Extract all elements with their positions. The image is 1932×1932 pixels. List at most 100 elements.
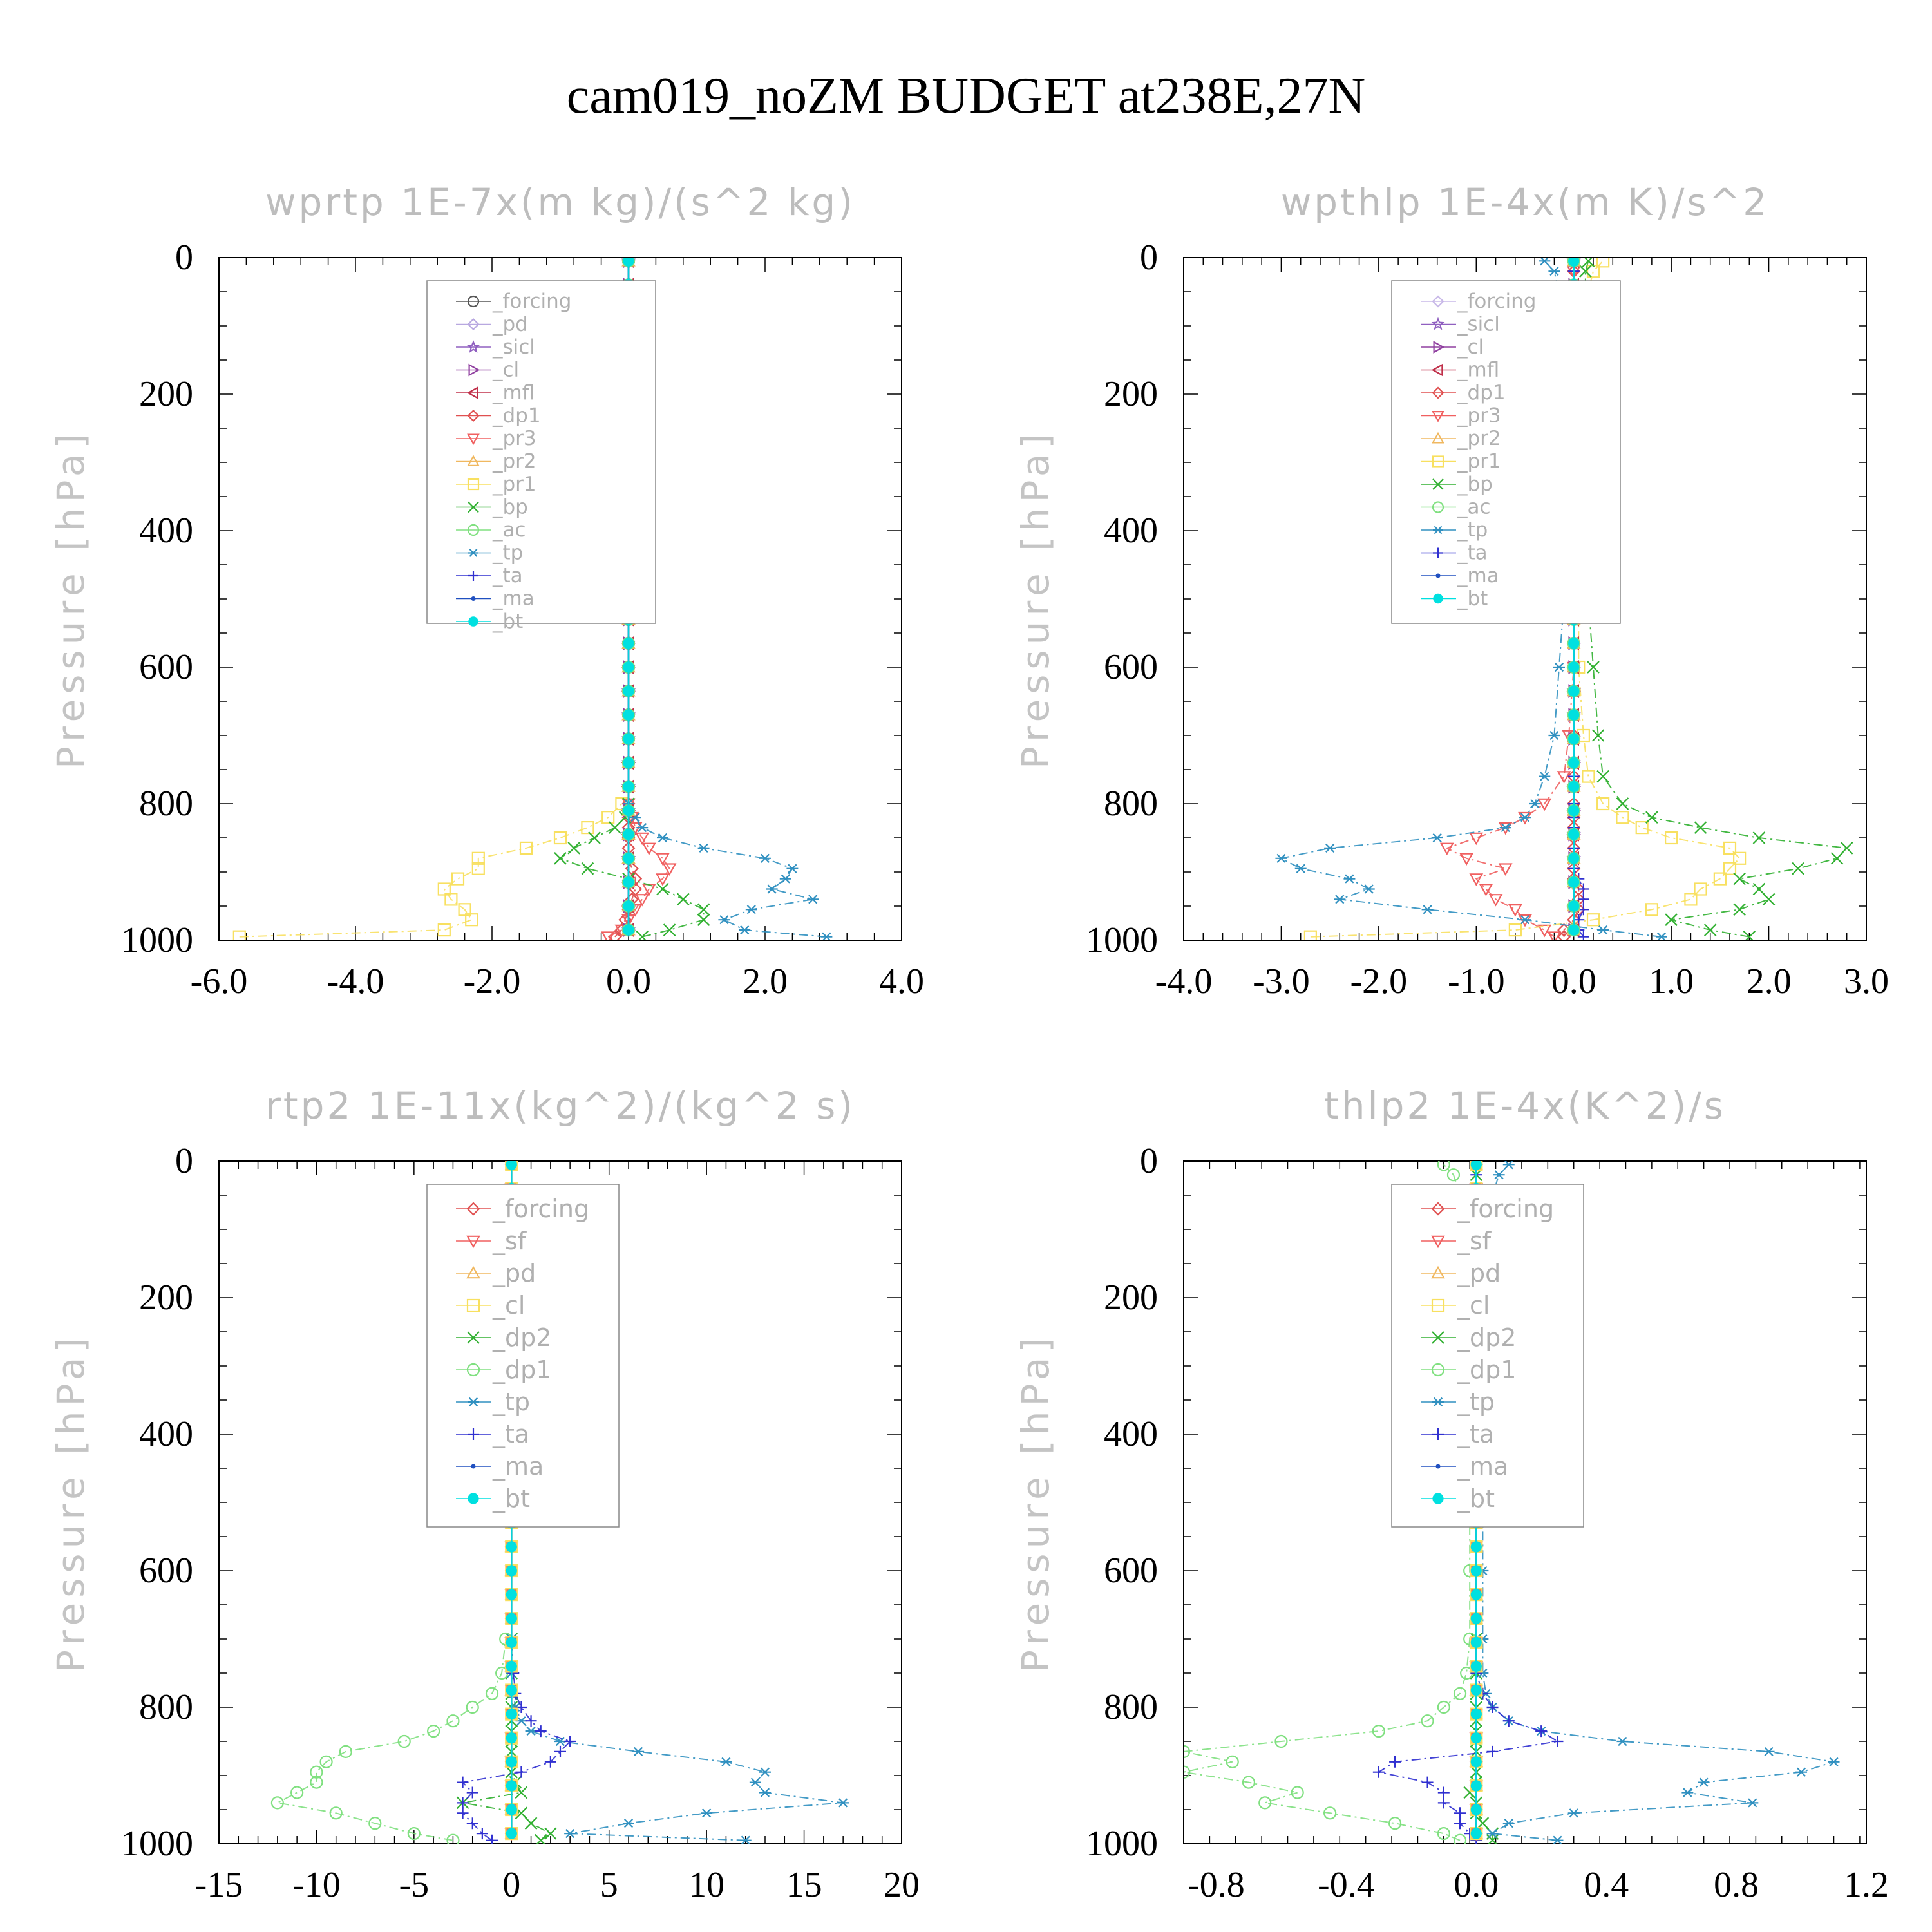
- data-point: [1470, 1732, 1482, 1744]
- x-tick-label: 0.8: [1714, 1865, 1759, 1905]
- data-point: [506, 1613, 517, 1624]
- data-point: [427, 1725, 440, 1738]
- legend-label: _dp2: [1457, 1323, 1516, 1352]
- series-line: [239, 803, 623, 938]
- y-axis-label: Pressure [hPa]: [49, 429, 93, 769]
- data-point: [656, 873, 670, 886]
- data-point: [697, 843, 710, 853]
- data-point: [1577, 893, 1589, 905]
- data-point: [1421, 905, 1434, 914]
- data-point: [636, 823, 649, 833]
- series-line: [1582, 261, 1848, 938]
- data-point: [506, 1756, 517, 1768]
- legend-label: _cl: [1457, 336, 1484, 359]
- data-point: [1694, 882, 1707, 896]
- x-tick-label: -2.0: [464, 961, 521, 1001]
- legend-item_tp: _tp: [1421, 1388, 1495, 1416]
- y-tick-label: 1000: [1086, 920, 1158, 960]
- data-point: [544, 1827, 557, 1840]
- y-tick-label: 600: [139, 1551, 193, 1591]
- data-point: [807, 895, 819, 904]
- data-point: [1389, 1756, 1401, 1768]
- legend-label: _dp1: [492, 1356, 551, 1384]
- data-point: [310, 1776, 323, 1789]
- data-point: [1258, 1796, 1272, 1810]
- legend-marker: [1433, 593, 1443, 604]
- legend-marker: [466, 340, 480, 353]
- data-point: [1470, 1828, 1482, 1839]
- legend-marker: [467, 317, 480, 331]
- legend-item_tp: _tp: [1421, 518, 1488, 542]
- data-point: [623, 876, 634, 888]
- x-tick-label: 4.0: [879, 961, 924, 1001]
- legend-marker: [1432, 431, 1444, 444]
- legend-item_dp2: _dp2: [456, 1323, 551, 1352]
- data-point: [1568, 733, 1580, 744]
- data-point: [1582, 770, 1595, 783]
- data-point: [1551, 1835, 1564, 1844]
- legend-item_forcing: _forcing: [456, 1195, 589, 1223]
- data-point: [1439, 842, 1454, 856]
- legend-marker: [466, 1265, 480, 1279]
- data-point: [1274, 1734, 1288, 1748]
- legend-item_forcing: _forcing: [1421, 1195, 1554, 1223]
- data-point: [1226, 1755, 1239, 1768]
- data-point: [1499, 823, 1511, 833]
- data-point: [310, 1765, 323, 1779]
- legend-item_ta: _ta: [456, 1420, 529, 1448]
- data-point: [506, 1636, 517, 1648]
- legend-marker: [466, 1363, 480, 1377]
- data-point: [1568, 709, 1580, 721]
- data-point: [1752, 831, 1766, 844]
- data-point: [535, 1725, 547, 1738]
- y-axis-label: Pressure [hPa]: [49, 1332, 93, 1672]
- data-point: [1547, 931, 1562, 940]
- legend-label: _pr1: [1457, 450, 1501, 473]
- data-point: [1840, 842, 1853, 855]
- data-point: [1698, 1777, 1710, 1787]
- data-point: [457, 1807, 469, 1819]
- data-point: [697, 903, 710, 916]
- legend-label: _ta: [1457, 542, 1488, 565]
- x-tick-label: 2.0: [743, 961, 788, 1001]
- data-point: [1421, 1776, 1434, 1788]
- data-point: [581, 862, 594, 875]
- legend-label: _forcing: [492, 1195, 589, 1223]
- legend-marker: [1432, 455, 1444, 468]
- y-tick-label: 800: [139, 784, 193, 824]
- series-line: [275, 1638, 507, 1841]
- legend-marker: [1432, 1428, 1444, 1440]
- data-point: [1616, 797, 1629, 810]
- data-point: [1752, 882, 1766, 896]
- x-tick-label: -1.0: [1448, 961, 1505, 1001]
- data-point: [270, 1796, 284, 1810]
- data-point: [319, 1755, 333, 1768]
- legend-item_dp1: _dp1: [1421, 381, 1506, 404]
- data-point: [1539, 772, 1551, 781]
- panel-title: thlp2 1E-4x(K^2)/s: [1324, 1084, 1726, 1128]
- legend-marker: [1432, 410, 1444, 422]
- data-point: [1470, 1684, 1482, 1696]
- data-point: [1334, 895, 1346, 904]
- data-point: [339, 1745, 352, 1758]
- panel-wprtp: wprtp 1E-7x(m kg)/(s^2 kg) Pressure [hPa]…: [49, 180, 924, 1001]
- data-point: [1537, 924, 1552, 938]
- data-point: [506, 1732, 517, 1744]
- data-point: [1470, 1756, 1482, 1768]
- legend: _forcing _sf _pd _cl _dp2 _dp1 _tp _ta _ma _bt: [426, 1184, 620, 1528]
- legend-marker: [468, 1493, 479, 1504]
- y-tick-label: 200: [139, 374, 193, 414]
- data-point: [1596, 797, 1610, 811]
- data-point: [786, 864, 799, 873]
- legend-item_tp: _tp: [456, 542, 523, 565]
- data-point: [656, 882, 669, 896]
- legend-marker: [1431, 1265, 1445, 1279]
- x-tick-label: -0.4: [1318, 1865, 1375, 1905]
- data-point: [1616, 811, 1629, 824]
- legend-item_bt: _bt: [1421, 1484, 1495, 1513]
- data-point: [534, 1833, 547, 1844]
- data-point: [1470, 1780, 1482, 1792]
- data-point: [820, 932, 833, 940]
- legend-item_ta: _ta: [1421, 542, 1488, 565]
